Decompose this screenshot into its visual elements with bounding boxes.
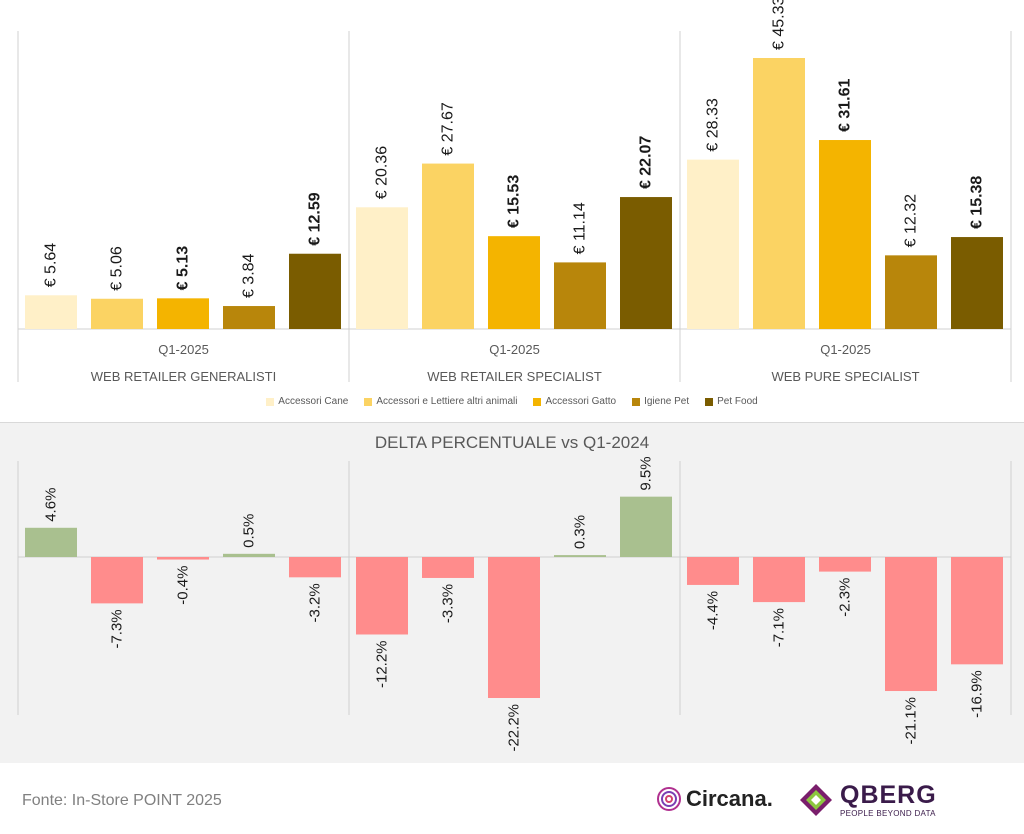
value-data-label: € 15.38	[969, 176, 986, 229]
legend-label: Accessori e Lettiere altri animali	[376, 396, 518, 407]
value-bar	[91, 298, 143, 329]
delta-data-label: -21.1%	[903, 697, 920, 745]
value-bar	[951, 237, 1003, 329]
value-data-label: € 45.33	[771, 0, 788, 50]
delta-bar	[25, 527, 77, 557]
value-bar	[753, 58, 805, 329]
circana-mark-icon	[657, 787, 681, 811]
delta-data-label: -16.9%	[969, 670, 986, 718]
delta-bar	[951, 557, 1003, 665]
legend-swatch	[705, 397, 714, 406]
value-bar	[356, 207, 408, 329]
delta-data-label: -2.3%	[837, 578, 854, 617]
legend-label: Accessori Gatto	[545, 396, 617, 407]
delta-bar	[91, 557, 143, 604]
delta-bar-chart: 4.6% -7.3% -0.4% 0.5% -3.2% -12.2% -3.3% -22.2%…	[17, 456, 1012, 752]
legend-swatch	[533, 397, 542, 406]
legend-label: Igiene Pet	[644, 396, 690, 407]
value-data-label: € 5.64	[43, 243, 60, 288]
group-tick-label: WEB RETAILER GENERALISTI	[91, 369, 276, 384]
value-data-label: € 5.13	[175, 246, 192, 291]
qberg-mark-icon	[800, 784, 832, 816]
legend-swatch	[364, 397, 373, 406]
value-bar	[289, 253, 341, 329]
group-tick-label: WEB PURE SPECIALIST	[771, 369, 919, 384]
value-data-label: € 12.32	[903, 194, 920, 247]
value-bar	[620, 197, 672, 329]
legend-item: Accessori Gatto	[533, 396, 616, 407]
value-bar	[157, 298, 209, 329]
source-note: Fonte: In-Store POINT 2025	[22, 792, 222, 809]
legend-item: Accessori Cane	[266, 396, 348, 407]
delta-bar	[885, 557, 937, 692]
value-data-label: € 28.33	[705, 98, 722, 151]
delta-data-label: 0.3%	[572, 515, 589, 549]
delta-data-label: -12.2%	[374, 640, 391, 688]
legend-swatch	[266, 397, 275, 406]
value-data-label: € 20.36	[374, 146, 391, 199]
qberg-tagline: PEOPLE BEYOND DATA	[840, 808, 936, 818]
delta-bar	[157, 557, 209, 560]
value-bar	[223, 306, 275, 329]
value-bar	[488, 236, 540, 329]
delta-data-label: -0.4%	[175, 566, 192, 605]
value-data-label: € 31.61	[837, 79, 854, 132]
qberg-logo-text: QBERG	[840, 780, 937, 809]
delta-data-label: -7.3%	[109, 609, 126, 648]
value-bar	[819, 140, 871, 329]
value-data-label: € 5.06	[109, 246, 126, 291]
delta-bar	[289, 557, 341, 578]
delta-bar	[819, 557, 871, 572]
value-bar	[422, 163, 474, 329]
delta-data-label: 0.5%	[241, 514, 258, 548]
value-data-label: € 12.59	[307, 192, 324, 245]
delta-bar	[422, 557, 474, 578]
circana-logo: Circana.	[656, 786, 773, 812]
delta-bar	[687, 557, 739, 585]
legend-label: Accessori Cane	[278, 396, 349, 407]
legend-item: Igiene Pet	[632, 396, 689, 407]
value-data-label: € 3.84	[241, 253, 258, 298]
delta-data-label: -3.2%	[307, 583, 324, 622]
value-data-label: € 27.67	[440, 102, 457, 155]
legend-swatch	[632, 397, 641, 406]
value-data-label: € 11.14	[572, 202, 589, 254]
delta-data-label: 9.5%	[638, 456, 655, 490]
delta-data-label: -7.1%	[771, 608, 788, 647]
value-bar	[554, 262, 606, 329]
delta-data-label: -4.4%	[705, 591, 722, 630]
delta-chart-title: DELTA PERCENTUALE vs Q1-2024	[374, 433, 650, 452]
legend-item: Pet Food	[705, 396, 758, 407]
value-bar	[25, 295, 77, 329]
delta-bar	[356, 557, 408, 635]
value-data-label: € 15.53	[506, 175, 523, 228]
period-tick-label: Q1-2025	[489, 342, 540, 357]
delta-bar	[223, 553, 275, 557]
value-bar	[885, 255, 937, 329]
legend-item: Accessori e Lettiere altri animali	[364, 396, 517, 407]
period-tick-label: Q1-2025	[158, 342, 209, 357]
delta-data-label: -22.2%	[506, 704, 523, 752]
group-tick-label: WEB RETAILER SPECIALIST	[427, 369, 602, 384]
delta-bar	[753, 557, 805, 603]
delta-bar	[488, 557, 540, 698]
legend-label: Pet Food	[717, 396, 758, 407]
delta-data-label: 4.6%	[43, 488, 60, 522]
delta-chart-panel: 4.6% -7.3% -0.4% 0.5% -3.2% -12.2% -3.3% -22.2%…	[0, 423, 1024, 763]
chart-legend: Accessori Cane Accessori e Lettiere altri…	[0, 396, 1024, 407]
delta-bar	[554, 555, 606, 557]
period-tick-label: Q1-2025	[820, 342, 871, 357]
value-bar	[687, 159, 739, 329]
qberg-logo: QBERG PEOPLE BEYOND DATA	[798, 782, 937, 818]
value-data-label: € 22.07	[638, 136, 655, 189]
value-bar-chart: € 5.64 € 5.06 € 5.13 € 3.84 € 12.59 Q1-2025 WE…	[17, 0, 1012, 384]
value-chart-panel: € 5.64 € 5.06 € 5.13 € 3.84 € 12.59 Q1-2025 WE…	[0, 0, 1024, 423]
delta-bar	[620, 496, 672, 557]
delta-data-label: -3.3%	[440, 584, 457, 623]
circana-logo-text: Circana.	[686, 786, 773, 811]
